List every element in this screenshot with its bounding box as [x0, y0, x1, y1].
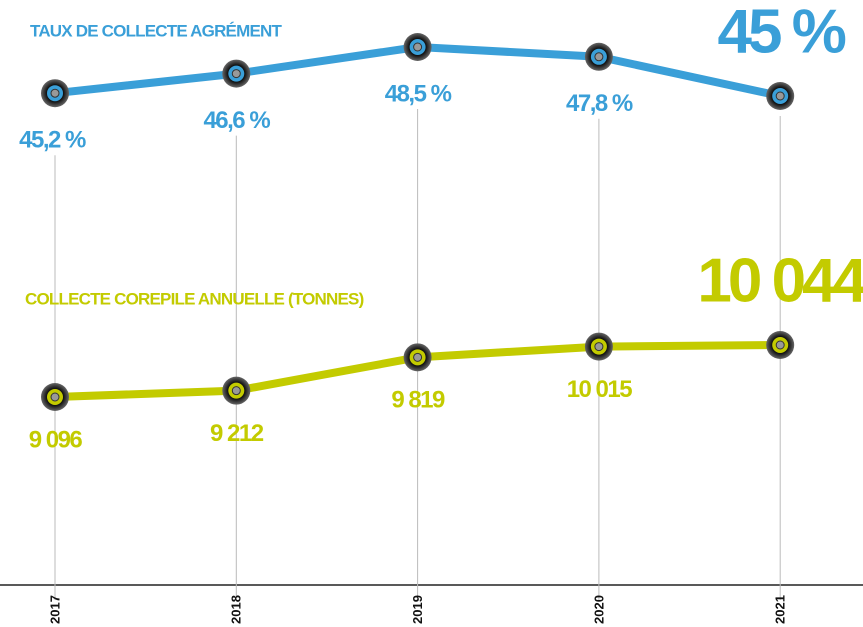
value-label: 10 015 [567, 376, 633, 403]
marker-center [775, 91, 785, 101]
highlight-value-label: 10 044 [697, 246, 863, 315]
marker [584, 42, 613, 71]
value-label: 47,8 % [566, 90, 633, 117]
marker-center [775, 340, 785, 350]
marker-center [413, 42, 423, 52]
marker [584, 332, 613, 361]
x-tick-label: 2019 [410, 595, 425, 624]
value-label: 48,5 % [385, 80, 452, 107]
marker-center [594, 342, 604, 352]
x-tick-label: 2018 [229, 595, 244, 624]
value-label: 46,6 % [203, 107, 270, 134]
series-title: COLLECTE COREPILE ANNUELLE (TONNES) [25, 289, 364, 308]
x-tick-label: 2021 [773, 595, 788, 624]
x-tick-label: 2020 [591, 595, 606, 624]
marker [766, 82, 795, 110]
marker-center [413, 352, 423, 362]
marker [41, 79, 69, 108]
marker [222, 59, 251, 88]
value-label: 45,2 % [19, 127, 86, 154]
marker [222, 376, 251, 405]
value-label: 9 819 [391, 387, 445, 414]
value-label: 9 096 [29, 426, 83, 453]
highlight-value-label: 45 % [718, 0, 846, 66]
series-title: TAUX DE COLLECTE AGRÉMENT [30, 21, 282, 40]
marker [403, 343, 432, 372]
marker [766, 331, 795, 359]
value-label: 9 212 [210, 420, 264, 447]
marker [41, 383, 69, 411]
x-tick-label: 2017 [47, 595, 62, 624]
marker-center [231, 69, 241, 79]
marker-center [50, 88, 60, 98]
marker-center [594, 52, 604, 62]
marker-center [50, 392, 60, 402]
marker-center [231, 386, 241, 396]
marker [403, 33, 432, 61]
